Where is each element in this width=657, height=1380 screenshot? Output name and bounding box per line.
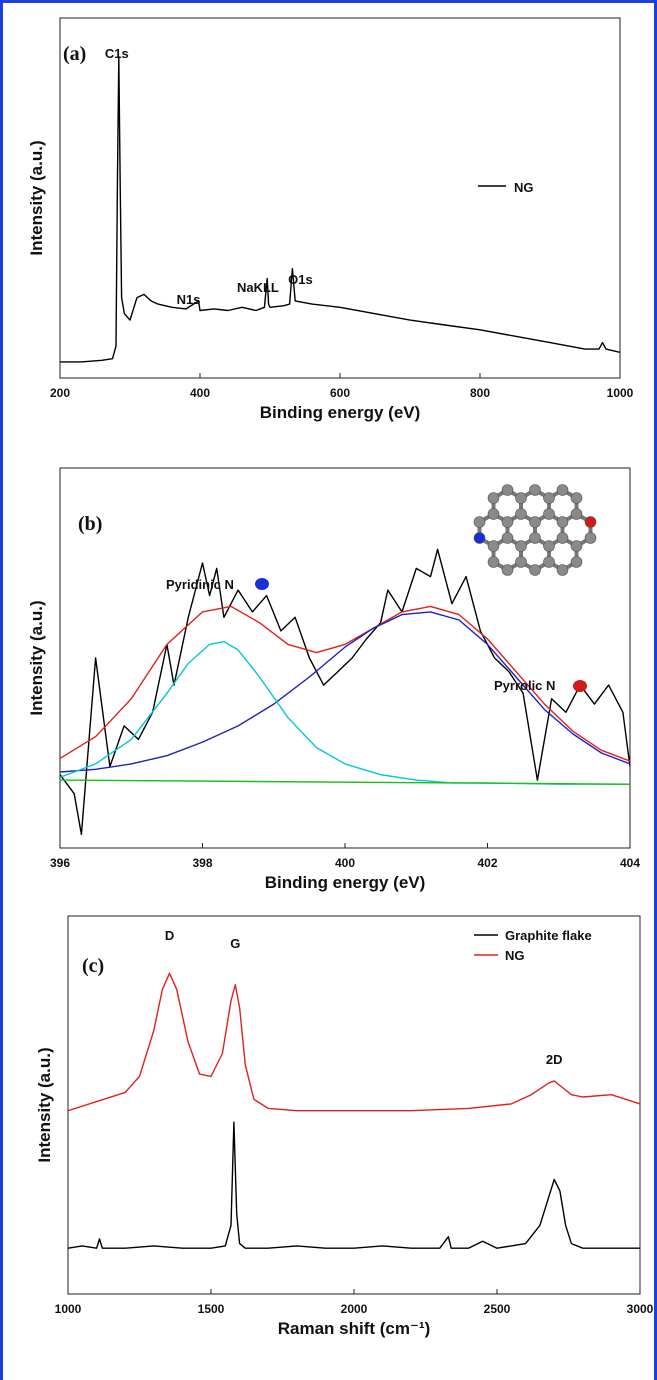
plot-area [59, 467, 631, 849]
x-tick-label: 404 [620, 856, 640, 870]
carbon-atom [556, 516, 569, 528]
panel-label: (a) [63, 43, 86, 65]
x-tick-label: 398 [192, 856, 212, 870]
panel-label: (c) [82, 955, 104, 977]
carbon-atom [501, 532, 514, 544]
carbon-atom [529, 484, 541, 496]
carbon-atom [515, 508, 527, 520]
x-tick-label: 1000 [607, 386, 634, 400]
carbon-atom [543, 540, 555, 552]
carbon-atom [473, 516, 486, 528]
series-line-ng [60, 55, 620, 363]
carbon-atom [487, 556, 500, 568]
carbon-atom [556, 532, 569, 544]
carbon-atom [543, 556, 555, 568]
carbon-atom [515, 492, 527, 504]
x-tick-label: 400 [335, 856, 355, 870]
carbon-atom [584, 532, 597, 544]
x-tick-label: 200 [50, 386, 70, 400]
y-axis-title: Intensity (a.u.) [27, 140, 46, 255]
carbon-atom [501, 484, 514, 496]
series-line-5 [60, 779, 630, 785]
panel-label: (b) [78, 513, 102, 535]
series-line-3 [60, 611, 630, 773]
series-line-graphite-flake [68, 1121, 640, 1249]
carbon-atom [529, 532, 541, 544]
carbon-atom [501, 516, 514, 528]
x-axis-title: Binding energy (eV) [260, 403, 421, 422]
peak-label-g: G [230, 936, 240, 951]
series-line-ng [68, 972, 640, 1112]
carbon-atom [487, 492, 500, 504]
chart-panel-2: 396 398 400 402 404 Binding energy (eV) Intens… [27, 467, 640, 892]
peak-label-c1s: C1s [105, 46, 129, 61]
y-axis-title: Intensity (a.u.) [35, 1047, 54, 1162]
series-group [60, 55, 620, 363]
x-tick-label: 1500 [198, 1302, 225, 1316]
plot-area [59, 17, 621, 379]
pyrrolic-n-marker [573, 680, 587, 692]
carbon-atom [570, 492, 583, 504]
series-group [60, 548, 630, 836]
carbon-atom [487, 540, 500, 552]
pyrrolic-n-label: Pyrrolic N [494, 678, 555, 693]
legend-label-ng: NG [514, 180, 534, 195]
chart-panel-3: 1000 1500 2000 2500 3000 Raman shift (cm⁻¹) In… [35, 915, 654, 1338]
carbon-atom [570, 556, 583, 568]
legend-label-ng: NG [505, 948, 525, 963]
x-tick-label: 3000 [627, 1302, 654, 1316]
pyridinic-nitrogen-atom [473, 532, 486, 544]
pyrrolic-nitrogen-atom [584, 516, 597, 528]
x-tick-label: 2000 [341, 1302, 368, 1316]
x-axis-title: Raman shift (cm⁻¹) [278, 1319, 431, 1338]
carbon-atom [556, 484, 569, 496]
y-axis-title: Intensity (a.u.) [27, 600, 46, 715]
carbon-atom [515, 556, 527, 568]
x-tick-label: 2500 [484, 1302, 511, 1316]
carbon-atom [543, 508, 555, 520]
carbon-atom [487, 508, 500, 520]
x-tick-label: 400 [190, 386, 210, 400]
x-tick-label: 402 [477, 856, 497, 870]
pyridinic-n-marker [255, 578, 269, 590]
carbon-atom [529, 516, 541, 528]
carbon-atom [515, 540, 527, 552]
x-tick-label: 396 [50, 856, 70, 870]
chart-panel-1: 200 400 600 800 1000 Binding energy (eV) Inten… [27, 17, 634, 422]
carbon-atom [529, 564, 541, 576]
x-tick-label: 1000 [55, 1302, 82, 1316]
x-tick-label: 800 [470, 386, 490, 400]
molecule-inset [473, 484, 597, 576]
plot-area [67, 915, 641, 1295]
peak-label-d: D [165, 928, 174, 943]
series-group [68, 972, 640, 1249]
carbon-atom [570, 508, 583, 520]
peak-label-2d: 2D [546, 1052, 563, 1067]
series-line-4 [60, 641, 630, 785]
series-line-2 [60, 605, 630, 762]
legend-label-graphite-flake: Graphite flake [505, 928, 592, 943]
series-line-1 [60, 548, 630, 836]
x-tick-label: 600 [330, 386, 350, 400]
peak-label-o1s: O1s [288, 272, 313, 287]
x-axis-title: Binding energy (eV) [265, 873, 426, 892]
carbon-atom [501, 564, 514, 576]
peak-label-nakll: NaKLL [237, 280, 279, 295]
carbon-atom [570, 540, 583, 552]
peak-label-n1s: N1s [177, 292, 201, 307]
pyridinic-n-label: Pyridinic N [166, 577, 234, 592]
carbon-atom [556, 564, 569, 576]
carbon-atom [543, 492, 555, 504]
